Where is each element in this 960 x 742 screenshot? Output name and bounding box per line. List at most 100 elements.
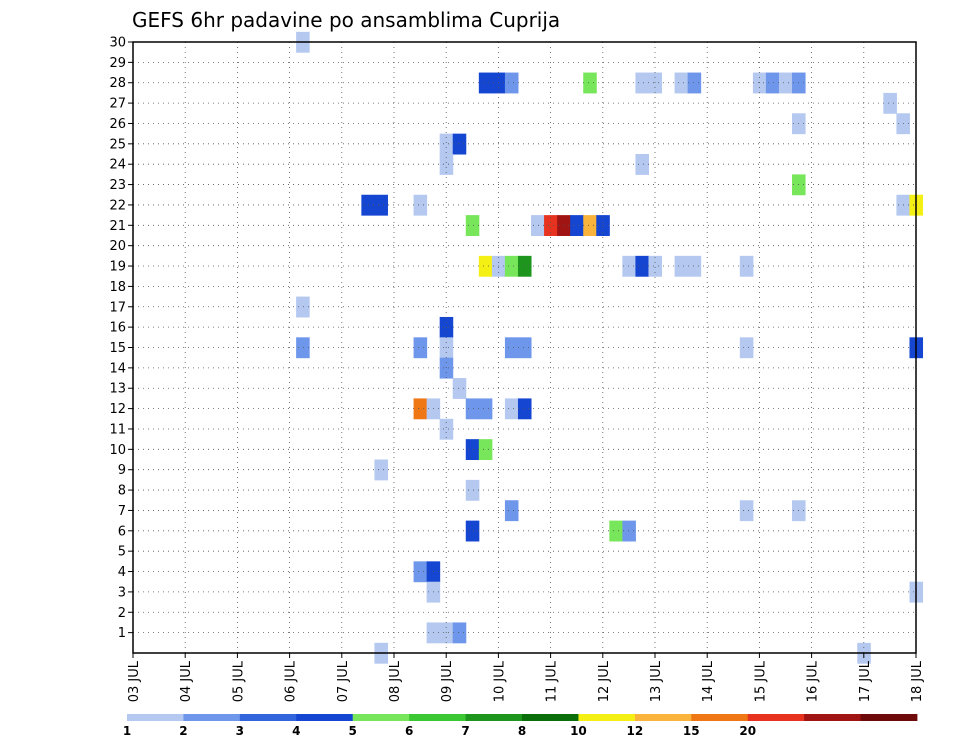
- x-tick-label: 15 JUL: [753, 660, 768, 702]
- x-tick-label: 18 JUL: [910, 660, 925, 702]
- x-axis: 03 JUL 04 JUL 05 JUL 06 JUL 07 JUL 08 JUL 09 J…: [127, 653, 925, 702]
- heatmap-cell: [504, 337, 519, 359]
- heatmap-cell: [478, 255, 493, 277]
- heatmap-cell: [374, 194, 388, 216]
- colorbar-swatch: [634, 714, 692, 721]
- y-tick-label: 2: [118, 606, 126, 621]
- heatmap-cell: [465, 479, 480, 501]
- colorbar-label: 20: [739, 724, 756, 738]
- colorbar-label: 12: [627, 724, 644, 738]
- x-tick-label: 03 JUL: [127, 660, 142, 702]
- y-tick-label: 21: [109, 219, 126, 234]
- heatmap-cell: [635, 72, 649, 94]
- y-tick-label: 12: [109, 402, 126, 417]
- heatmap-cell: [883, 92, 897, 114]
- heatmap-cell: [687, 72, 702, 94]
- x-tick-label: 04 JUL: [179, 660, 194, 702]
- y-tick-label: 3: [118, 585, 126, 600]
- colorbar: 1 2 3 4 5 6 7 8 10 12 15 20: [123, 714, 918, 738]
- heatmap-cell: [452, 133, 467, 155]
- heatmap-cell: [570, 215, 584, 236]
- heatmap-cell: [517, 255, 532, 277]
- heatmap-cell: [439, 418, 454, 440]
- y-tick-label: 9: [118, 463, 126, 478]
- heatmap-cell: [739, 337, 754, 359]
- colorbar-label: 10: [570, 724, 587, 738]
- heatmap-cell: [296, 296, 310, 318]
- y-tick-label: 6: [118, 524, 126, 539]
- colorbar-swatch: [183, 714, 241, 721]
- x-tick-label: 12 JUL: [597, 660, 612, 702]
- heatmap-cell: [296, 337, 310, 359]
- colorbar-label: 3: [236, 724, 244, 738]
- heatmap-cell: [465, 439, 480, 461]
- y-tick-label: 15: [109, 341, 126, 356]
- colorbar-label: 5: [349, 724, 357, 738]
- colorbar-label: 8: [518, 724, 526, 738]
- heatmap-cell: [635, 154, 649, 175]
- x-tick-label: 05 JUL: [231, 660, 246, 702]
- colorbar-label: 7: [461, 724, 469, 738]
- heatmap-cell: [478, 398, 493, 420]
- x-tick-label: 10 JUL: [492, 660, 507, 702]
- y-tick-label: 29: [109, 56, 126, 71]
- x-tick-label: 13 JUL: [649, 660, 664, 702]
- heatmap-cell: [439, 133, 454, 155]
- chart-title: GEFS 6hr padavine po ansamblima Cuprija: [132, 8, 560, 32]
- y-tick-label: 14: [109, 361, 126, 376]
- colorbar-swatch: [804, 714, 861, 721]
- heatmap-cell: [674, 255, 689, 277]
- heatmap-cell: [635, 255, 649, 277]
- colorbar-swatch: [522, 714, 579, 721]
- heatmap-cell: [504, 398, 519, 420]
- heatmap-cell: [452, 622, 467, 644]
- heatmap-cell: [687, 255, 702, 277]
- y-tick-label: 11: [109, 422, 126, 437]
- y-tick-label: 7: [118, 504, 126, 519]
- y-tick-label: 10: [109, 443, 126, 458]
- heatmap-cell: [465, 215, 480, 236]
- x-tick-label: 08 JUL: [388, 660, 403, 702]
- heatmap-cell: [413, 398, 428, 420]
- y-tick-label: 22: [109, 198, 126, 213]
- heatmap-cell: [504, 72, 519, 94]
- colorbar-label: 15: [683, 724, 700, 738]
- colorbar-swatch: [239, 714, 297, 721]
- heatmap-cell: [439, 154, 454, 175]
- heatmap-cell: [517, 337, 532, 359]
- y-tick-label: 19: [109, 260, 126, 275]
- y-tick-label: 1: [118, 626, 126, 641]
- heatmap-cell: [465, 520, 480, 542]
- y-axis: 1234567891011121314151617181920212223242…: [109, 36, 133, 641]
- heatmap-cell: [504, 500, 519, 522]
- heatmap-cell: [413, 561, 428, 583]
- y-tick-label: 27: [109, 97, 126, 112]
- y-tick-label: 24: [109, 158, 126, 173]
- y-tick-label: 5: [118, 545, 126, 560]
- heatmap-cell: [439, 357, 454, 379]
- heatmap-cell: [739, 255, 754, 277]
- heatmap-cell: [765, 72, 780, 94]
- heatmap-cell: [452, 378, 467, 399]
- heatmap-cell: [413, 337, 428, 359]
- colorbar-swatch: [352, 714, 410, 721]
- heatmap-cell: [583, 215, 597, 236]
- y-tick-label: 16: [109, 321, 126, 336]
- colorbar-swatch: [691, 714, 749, 721]
- x-tick-label: 07 JUL: [336, 660, 351, 702]
- x-tick-label: 16 JUL: [806, 660, 821, 702]
- colorbar-swatch: [747, 714, 805, 721]
- y-tick-label: 8: [118, 484, 126, 499]
- colorbar-swatch: [578, 714, 636, 721]
- x-tick-label: 14 JUL: [701, 660, 716, 702]
- colorbar-label: 1: [123, 724, 131, 738]
- colorbar-label: 2: [179, 724, 187, 738]
- y-tick-label: 13: [109, 382, 126, 397]
- colorbar-swatch: [409, 714, 466, 721]
- heatmap-cell: [374, 459, 388, 481]
- x-tick-label: 09 JUL: [440, 660, 455, 702]
- x-tick-label: 06 JUL: [284, 660, 299, 702]
- colorbar-swatch: [296, 714, 354, 721]
- heatmap-cell: [674, 72, 689, 94]
